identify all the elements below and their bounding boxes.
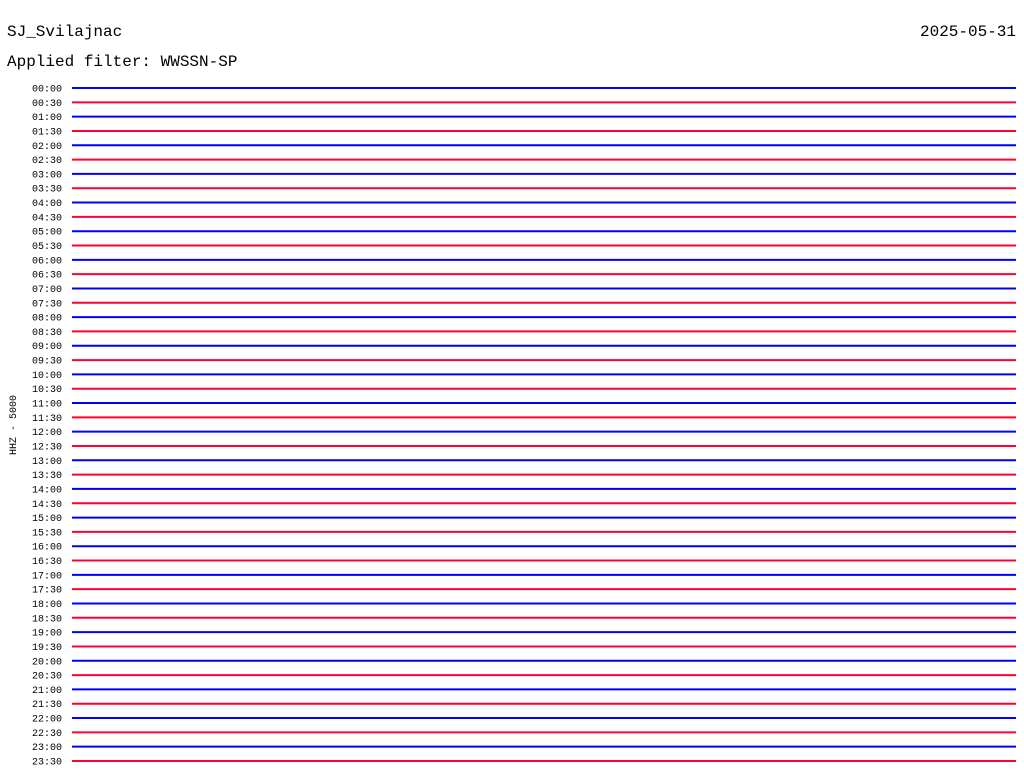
time-label: 23:30 [32, 758, 62, 769]
time-label: 20:30 [32, 672, 62, 683]
time-label: 01:00 [32, 113, 62, 124]
time-label: 10:30 [32, 385, 62, 396]
time-label: 19:00 [32, 629, 62, 640]
time-label: 18:00 [32, 600, 62, 611]
time-label: 04:00 [32, 199, 62, 210]
time-label: 13:00 [32, 457, 62, 468]
time-label: 07:30 [32, 299, 62, 310]
time-label: 15:30 [32, 528, 62, 539]
date: 2025-05-31 [920, 23, 1016, 41]
time-label: 15:00 [32, 514, 62, 525]
time-label: 21:00 [32, 686, 62, 697]
time-label: 12:30 [32, 442, 62, 453]
time-label: 05:30 [32, 242, 62, 253]
time-label: 23:00 [32, 743, 62, 754]
time-label: 16:00 [32, 543, 62, 554]
time-label: 02:00 [32, 142, 62, 153]
time-label: 00:30 [32, 99, 62, 110]
time-label: 20:00 [32, 657, 62, 668]
time-label: 00:00 [32, 85, 62, 96]
time-label: 11:00 [32, 400, 62, 411]
time-label: 10:00 [32, 371, 62, 382]
time-label: 22:00 [32, 715, 62, 726]
time-label: 06:30 [32, 271, 62, 282]
time-label: 14:00 [32, 485, 62, 496]
time-label: 01:30 [32, 127, 62, 138]
time-label: 03:30 [32, 185, 62, 196]
time-label: 22:30 [32, 729, 62, 740]
time-label: 13:30 [32, 471, 62, 482]
time-label: 03:00 [32, 170, 62, 181]
time-label: 09:00 [32, 342, 62, 353]
time-label: 12:00 [32, 428, 62, 439]
time-label: 14:30 [32, 500, 62, 511]
time-label: 21:30 [32, 700, 62, 711]
time-label: 08:00 [32, 314, 62, 325]
time-label: 07:00 [32, 285, 62, 296]
time-label: 11:30 [32, 414, 62, 425]
time-label: 04:30 [32, 213, 62, 224]
time-label: 06:00 [32, 256, 62, 267]
time-label: 19:30 [32, 643, 62, 654]
time-label: 08:30 [32, 328, 62, 339]
time-label: 05:00 [32, 228, 62, 239]
time-label: 16:30 [32, 557, 62, 568]
time-label: 09:30 [32, 357, 62, 368]
time-label: 17:30 [32, 586, 62, 597]
time-label: 02:30 [32, 156, 62, 167]
axis-label: HHZ - 5000 [9, 395, 20, 455]
filter: Applied filter: WWSSN-SP [7, 53, 237, 71]
station: SJ_Svilajnac [7, 23, 122, 41]
time-label: 18:30 [32, 614, 62, 625]
time-label: 17:00 [32, 571, 62, 582]
